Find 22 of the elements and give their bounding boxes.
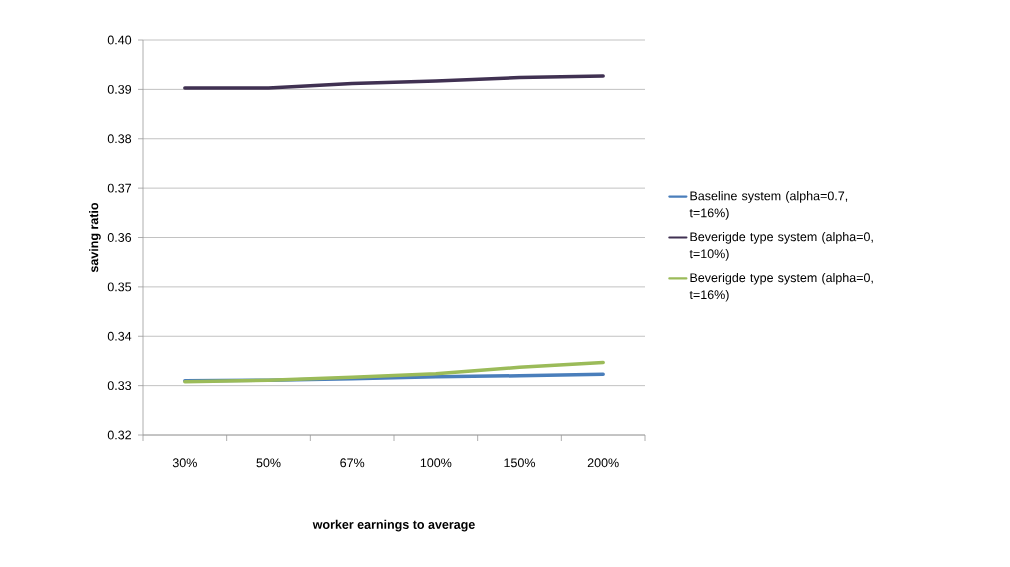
x-tick-label: 30% [172, 458, 197, 468]
y-tick-label: 0.37 [107, 183, 132, 193]
y-axis-title: saving ratio [89, 202, 101, 273]
line-series [183, 360, 605, 384]
line-series [183, 74, 605, 90]
x-tick-label: 200% [587, 458, 619, 468]
legend-label: Beverigde type system (alpha=0, t=10%) [689, 232, 873, 261]
y-tick-label: 0.38 [107, 134, 132, 144]
x-tick-label: 100% [420, 458, 452, 468]
legend-label: Beverigde type system (alpha=0, t=16%) [689, 272, 873, 302]
y-tick-label: 0.34 [107, 331, 132, 341]
y-tick-label: 0.32 [107, 430, 132, 440]
x-axis-title: worker earnings to average [312, 519, 475, 532]
y-tick-label: 0.39 [107, 84, 132, 94]
x-tick-label: 150% [504, 458, 536, 468]
legend-label: Baseline system (alpha=0.7, t=16%) [689, 191, 848, 220]
y-tick-label: 0.36 [107, 233, 132, 242]
x-tick-label: 67% [340, 458, 365, 468]
y-tick-label: 0.33 [107, 381, 132, 391]
y-tick-label: 0.35 [107, 282, 132, 292]
y-tick-label: 0.40 [107, 35, 132, 45]
x-tick-label: 50% [256, 458, 281, 468]
